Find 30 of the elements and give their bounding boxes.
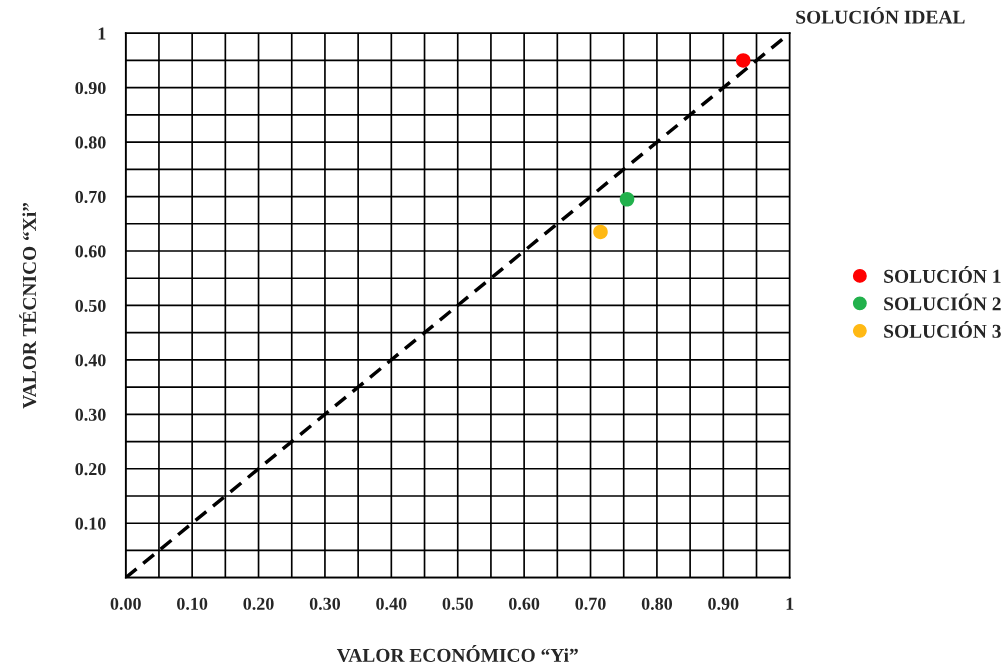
legend-label: SOLUCIÓN 2: [884, 293, 1001, 311]
x-tick-label: 0.30: [309, 597, 341, 610]
point: [735, 53, 751, 68]
x-tick-label: 1: [786, 597, 794, 610]
x-tick-label: 0.10: [177, 597, 208, 610]
x-tick-label: 0.40: [376, 597, 407, 610]
y-axis-title: VALOR TÉCNICO “Xi”: [19, 202, 37, 409]
y-tick-label: 0.40: [75, 354, 106, 367]
y-tick-label: 1: [98, 27, 106, 40]
x-tick-label: 0.60: [509, 597, 540, 610]
x-tick-label: 0.50: [442, 597, 473, 610]
x-tick-label: 0.80: [641, 597, 673, 610]
y-tick-label: 0.70: [75, 190, 106, 204]
y-tick-label: 0.50: [75, 299, 106, 312]
x-axis-title: VALOR ECONÓMICO “Yi”: [336, 645, 578, 663]
y-tick-label: 0.90: [75, 81, 106, 95]
y-tick-label: 0.80: [75, 136, 106, 149]
y-tick-label: 0.20: [75, 463, 106, 476]
x-tick-label: 0.20: [243, 597, 274, 610]
annotation: SOLUCIÓN IDEAL: [796, 6, 965, 24]
legend-label: SOLUCIÓN 1: [884, 266, 1001, 283]
x-tick-label: 0.00: [110, 597, 141, 610]
x-tick-label: 0.90: [708, 597, 739, 610]
point: [593, 224, 608, 240]
y-tick-label: 0.30: [75, 408, 106, 421]
point: [619, 191, 635, 207]
x-tick-label: 0.70: [575, 597, 606, 610]
legend-label: SOLUCIÓN 3: [884, 321, 1001, 338]
y-tick-label: 0.60: [75, 245, 106, 258]
y-tick-label: 0.10: [75, 517, 106, 530]
